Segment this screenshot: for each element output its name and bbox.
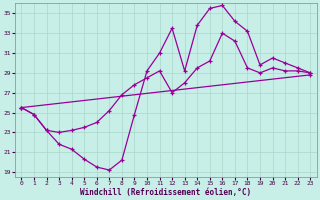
X-axis label: Windchill (Refroidissement éolien,°C): Windchill (Refroidissement éolien,°C) [80, 188, 252, 197]
